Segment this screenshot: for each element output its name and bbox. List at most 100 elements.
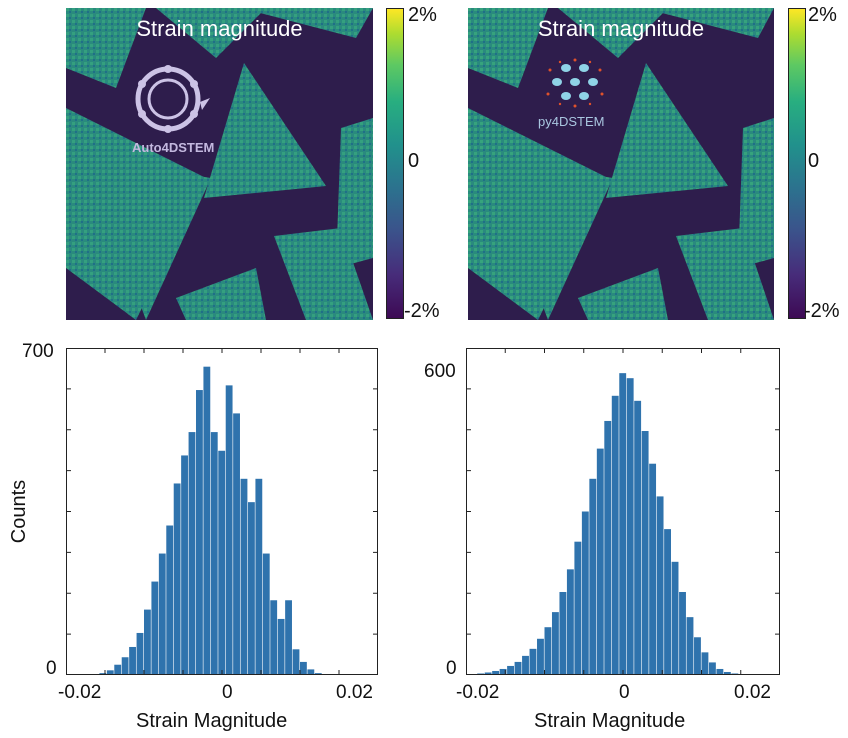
crystal-grain — [176, 268, 266, 320]
x-tick-label: 0 — [619, 682, 630, 703]
histogram-bar — [566, 569, 574, 675]
histogram-bar — [708, 662, 716, 675]
histogram-bar — [529, 648, 537, 675]
histogram-bar — [210, 432, 218, 675]
histogram-bar — [166, 525, 174, 675]
histogram-bar — [277, 618, 285, 675]
colorbar-tick-bottom: -2% — [404, 300, 440, 322]
histogram-bar — [641, 431, 649, 675]
crystal-grain — [156, 8, 266, 58]
histogram-bar — [544, 627, 552, 675]
histogram-bar — [129, 646, 136, 675]
y-tick-label: 0 — [46, 658, 57, 679]
histogram-bar — [686, 617, 694, 675]
histogram-bar — [656, 496, 664, 675]
histogram-bar — [240, 478, 248, 675]
histogram-bar — [507, 665, 514, 675]
crystal-grain — [336, 118, 373, 268]
histogram-bar — [121, 657, 129, 675]
histogram-bar — [158, 553, 166, 675]
histogram-bar — [596, 448, 604, 675]
histogram-bar — [716, 668, 724, 675]
histogram-bar — [196, 390, 203, 675]
histogram-bar — [551, 612, 559, 675]
logo-label: py4DSTEM — [538, 114, 605, 129]
histogram-bar — [574, 541, 582, 675]
colorbar-right — [788, 8, 806, 319]
histogram-bar — [262, 553, 270, 675]
histogram-bar — [181, 455, 188, 675]
histogram-right — [466, 348, 780, 675]
crystal-grain — [738, 118, 774, 268]
histogram-bar — [649, 463, 657, 675]
crystal-grain — [66, 8, 146, 88]
histogram-bar — [492, 670, 500, 675]
histogram-bar — [255, 478, 263, 675]
histogram-bar — [151, 581, 159, 675]
strain-map-left-image — [66, 8, 373, 320]
histogram-bar — [581, 511, 589, 675]
histogram-bar — [671, 561, 679, 675]
histogram-bar — [664, 529, 671, 675]
histogram-bar — [188, 432, 196, 675]
crystal-grain — [86, 158, 211, 320]
colorbar-tick-mid: 0 — [408, 150, 420, 172]
histogram-bar — [522, 655, 529, 675]
x-tick-label: -0.02 — [58, 682, 102, 703]
histogram-bar — [218, 450, 226, 675]
histogram-bar — [537, 638, 544, 675]
map-title: Strain magnitude — [136, 16, 303, 41]
histogram-bar — [701, 652, 709, 675]
histogram-bar — [285, 600, 292, 675]
x-axis-label: Strain Magnitude — [534, 710, 686, 732]
colorbar-tick-top: 2% — [408, 4, 437, 26]
histogram-left — [66, 348, 378, 675]
histogram-bar — [634, 400, 642, 675]
crystal-grain — [204, 63, 326, 198]
histogram-bar — [203, 366, 211, 675]
strain-map-right: Strain magnitude py4DSTEM — [468, 8, 774, 320]
x-tick-label: -0.02 — [456, 682, 500, 703]
histogram-bar — [604, 420, 612, 675]
histogram-bar — [114, 664, 122, 675]
x-tick-label: 0.02 — [336, 682, 373, 703]
y-tick-label: 600 — [424, 361, 456, 382]
crystal-grain — [488, 158, 613, 320]
histogram-bar — [307, 669, 315, 675]
x-tick-label: 0 — [222, 682, 233, 703]
histogram-bar — [611, 395, 619, 675]
histogram-bar — [484, 672, 492, 675]
histogram-bar — [694, 637, 701, 675]
histogram-bar — [559, 591, 567, 675]
histogram-bar — [136, 632, 144, 675]
histogram-bar — [173, 483, 181, 675]
strain-map-left: Strain magnitude Auto4DSTEM — [66, 8, 373, 320]
x-axis-label: Strain Magnitude — [136, 710, 288, 732]
crystal-grain — [558, 8, 668, 58]
crystal-grain — [241, 8, 373, 38]
histogram-bar — [514, 661, 522, 675]
histogram-bar — [589, 478, 597, 675]
colorbar-tick-mid: 0 — [808, 150, 820, 172]
histogram-bar — [270, 600, 278, 675]
histogram-bar — [248, 502, 255, 675]
histogram-bar — [619, 373, 627, 675]
x-tick-label: 0.02 — [734, 682, 771, 703]
y-axis-label: Counts — [8, 479, 31, 544]
colorbar-left — [386, 8, 404, 319]
histogram-bar — [292, 649, 300, 675]
histogram-bar — [225, 385, 233, 675]
y-tick-label: 0 — [446, 658, 457, 679]
logo-label: Auto4DSTEM — [132, 140, 215, 155]
crystal-grain — [606, 63, 728, 198]
histogram-bar — [499, 668, 507, 675]
crystal-grain — [643, 8, 774, 38]
histogram-bar — [626, 378, 634, 675]
colorbar-tick-bottom: -2% — [804, 300, 840, 322]
y-tick-label: 700 — [22, 341, 54, 362]
histogram-bar — [106, 670, 114, 675]
map-title: Strain magnitude — [537, 16, 705, 41]
auto4dstem-logo — [135, 65, 210, 133]
histogram-bar — [679, 591, 686, 675]
py4dstem-logo — [546, 58, 604, 108]
